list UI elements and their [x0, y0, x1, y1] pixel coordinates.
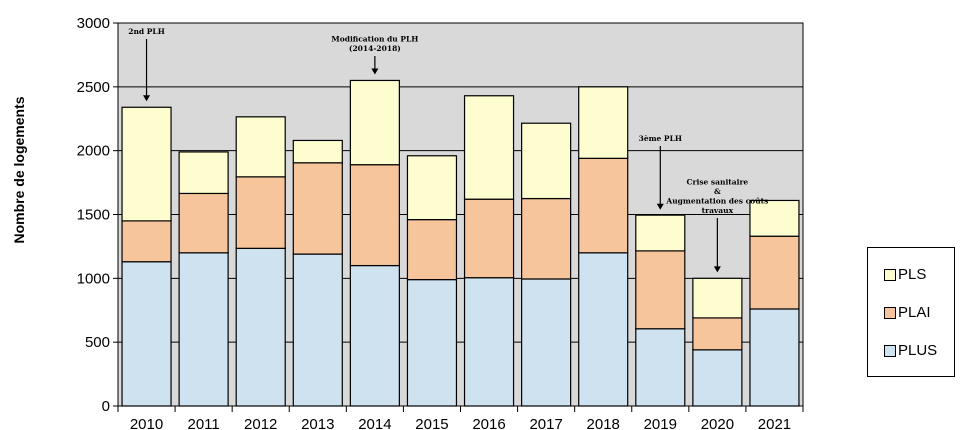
- x-tick-label-2021: 2021: [758, 416, 791, 430]
- bar-plai-2013: [292, 162, 343, 255]
- bars: [121, 79, 800, 407]
- bar-plai-2021: [749, 235, 800, 310]
- x-tick-label-2014: 2014: [358, 416, 391, 430]
- annotation-3-line-0: Crise sanitaire: [687, 178, 749, 187]
- y-tick-label-0: 0: [102, 398, 110, 415]
- annotation-0-line-0: 2nd PLH: [128, 27, 165, 36]
- bar-plai-2018: [578, 157, 629, 254]
- legend-item-plai: PLAI: [884, 304, 931, 321]
- bar-plai-2017: [521, 197, 572, 280]
- legend-swatch-plai: [884, 306, 896, 319]
- y-axis-label: Nombre de logements: [11, 96, 27, 243]
- legend: PLS PLAI PLUS: [867, 247, 955, 377]
- annotation-3-line-1: &: [714, 187, 721, 196]
- x-tick-label-2017: 2017: [529, 416, 562, 430]
- legend-label-pls: PLS: [898, 266, 927, 283]
- bar-plai-2011: [178, 192, 229, 254]
- bar-pls-2020: [692, 277, 743, 319]
- legend-swatch-pls: [884, 268, 896, 281]
- bar-pls-2021: [749, 199, 800, 237]
- x-tick-label-2016: 2016: [472, 416, 505, 430]
- legend-item-plus: PLUS: [884, 342, 937, 359]
- bar-plus-2011: [178, 252, 229, 407]
- x-tick-label-2020: 2020: [701, 416, 734, 430]
- bar-pls-2018: [578, 86, 629, 159]
- x-tick-label-2012: 2012: [244, 416, 277, 430]
- bar-pls-2019: [635, 214, 686, 252]
- annotation-2-arrow-head: [656, 203, 664, 210]
- bar-plus-2021: [749, 308, 800, 407]
- x-tick-label-2011: 2011: [187, 416, 219, 430]
- y-tick-label-2000: 2000: [77, 143, 110, 160]
- bar-plus-2013: [292, 253, 343, 407]
- bar-plus-2019: [635, 328, 686, 407]
- x-tick-label-2015: 2015: [415, 416, 448, 430]
- bar-plai-2015: [406, 219, 458, 281]
- annotation-3-line-2: Augmentation des coûts: [665, 197, 768, 206]
- legend-label-plus: PLUS: [898, 342, 938, 359]
- bar-plai-2019: [635, 250, 686, 330]
- annotation-3-arrow-head: [713, 266, 721, 273]
- bar-plai-2014: [349, 164, 400, 267]
- y-tick-label-2500: 2500: [77, 79, 110, 96]
- bar-plus-2017: [521, 278, 572, 407]
- legend-label-plai: PLAI: [898, 304, 931, 321]
- y-tick-label-1000: 1000: [77, 270, 110, 287]
- annotation-1-arrow-head: [371, 68, 379, 75]
- y-tick-label-1500: 1500: [77, 207, 110, 224]
- bar-pls-2011: [178, 151, 229, 195]
- bar-plai-2020: [692, 317, 743, 351]
- bar-plus-2015: [406, 279, 458, 407]
- x-tick-label-2018: 2018: [587, 416, 620, 430]
- bar-plus-2010: [121, 261, 172, 407]
- annotation-3-line-3: travaux: [702, 206, 734, 215]
- y-tick-label-500: 500: [85, 334, 110, 351]
- bar-plai-2016: [463, 198, 515, 279]
- bar-pls-2016: [463, 95, 515, 200]
- bar-plus-2016: [463, 277, 515, 407]
- bar-plus-2014: [349, 264, 400, 407]
- bar-pls-2017: [521, 122, 572, 200]
- bar-plai-2012: [235, 176, 286, 249]
- x-axis: 2010 2011 2012 2013 2014 2015 2016 2017 2018 2019…: [117, 405, 804, 430]
- bar-pls-2010: [121, 106, 172, 222]
- bar-plai-2010: [121, 220, 172, 263]
- x-tick-label-2010: 2010: [130, 416, 163, 430]
- bar-pls-2015: [406, 155, 458, 221]
- x-tick-label-2013: 2013: [301, 416, 334, 430]
- annotation-1-line-1: (2014-2018): [349, 44, 401, 53]
- legend-item-pls: PLS: [884, 266, 926, 283]
- annotations: 2nd PLH Modification du PLH(2014-2018) 3èm…: [128, 27, 768, 273]
- annotation-1-line-0: Modification du PLH: [331, 35, 418, 44]
- x-tick-label-2019: 2019: [644, 416, 677, 430]
- bar-pls-2013: [292, 139, 343, 164]
- y-tick-label-3000: 3000: [77, 15, 110, 32]
- annotation-0-arrow-head: [143, 95, 151, 102]
- bar-pls-2014: [349, 79, 400, 166]
- bar-plus-2012: [235, 247, 286, 407]
- bar-plus-2020: [692, 349, 743, 407]
- y-axis: 0 500 1000 1500 2000 2500 3000: [77, 15, 119, 415]
- bar-plus-2018: [578, 252, 629, 407]
- annotation-2-line-0: 3ème PLH: [639, 134, 682, 143]
- legend-swatch-plus: [884, 344, 896, 357]
- bar-pls-2012: [235, 116, 286, 178]
